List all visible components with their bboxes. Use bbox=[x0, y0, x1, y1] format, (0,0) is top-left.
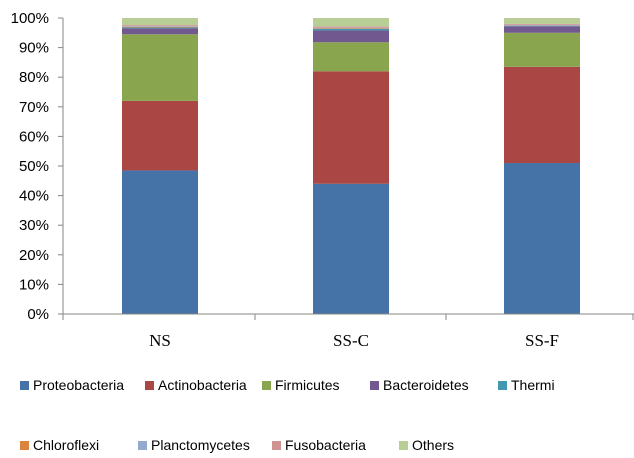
bar-segment-bacteroidetes bbox=[504, 26, 580, 33]
legend-label: Others bbox=[412, 437, 454, 453]
legend-swatch bbox=[498, 381, 507, 390]
bar-segment-fusobacteria bbox=[313, 26, 389, 28]
bar-segment-firmicutes bbox=[122, 34, 198, 101]
bar-segment-planctomycetes bbox=[122, 26, 198, 27]
legend-swatch bbox=[145, 381, 154, 390]
bar-segment-firmicutes bbox=[313, 42, 389, 72]
bar-segment-proteobacteria bbox=[504, 163, 580, 314]
legend-item-thermi: Thermi bbox=[498, 377, 555, 393]
legend-item-bacteroidetes: Bacteroidetes bbox=[370, 377, 469, 393]
legend-swatch bbox=[20, 381, 29, 390]
bar-segment-bacteroidetes bbox=[122, 28, 198, 35]
bar-segment-others bbox=[313, 18, 389, 27]
legend-item-planctomycetes: Planctomycetes bbox=[138, 437, 250, 453]
legend-label: Bacteroidetes bbox=[383, 377, 469, 393]
bar-segment-fusobacteria bbox=[504, 23, 580, 25]
legend-label: Chloroflexi bbox=[33, 437, 99, 453]
bar-segment-fusobacteria bbox=[122, 25, 198, 27]
y-tick-label: 90% bbox=[19, 40, 49, 57]
x-axis: NS SS-C SS-F bbox=[62, 313, 634, 350]
x-tick-label: SS-F bbox=[525, 331, 559, 350]
legend-swatch bbox=[262, 381, 271, 390]
bar-segment-proteobacteria bbox=[313, 183, 389, 314]
legend-label: Thermi bbox=[511, 377, 555, 393]
legend-swatch bbox=[20, 441, 29, 450]
y-tick-label: 0% bbox=[27, 306, 49, 323]
legend-swatch bbox=[272, 441, 281, 450]
legend-swatch bbox=[399, 441, 408, 450]
bar-stack-ss-f bbox=[504, 18, 580, 314]
y-tick-label: 10% bbox=[19, 276, 49, 293]
legend-item-firmicutes: Firmicutes bbox=[262, 377, 340, 393]
bar-stacks bbox=[122, 18, 580, 314]
bar-segment-bacteroidetes bbox=[313, 30, 389, 43]
bar-segment-planctomycetes bbox=[313, 27, 389, 29]
legend-item-proteobacteria: Proteobacteria bbox=[20, 377, 124, 393]
legend-label: Proteobacteria bbox=[33, 377, 124, 393]
y-tick-label: 60% bbox=[19, 128, 49, 145]
y-tick-label: 40% bbox=[19, 188, 49, 205]
bar-segment-others bbox=[122, 18, 198, 26]
bar-segment-others bbox=[504, 18, 580, 24]
bar-segment-actinobacteria bbox=[504, 66, 580, 164]
legend-swatch bbox=[370, 381, 379, 390]
bar-segment-thermi bbox=[313, 28, 389, 31]
y-tick-label: 80% bbox=[19, 69, 49, 86]
bar-segment-thermi bbox=[122, 27, 198, 29]
bar-segment-proteobacteria bbox=[122, 170, 198, 314]
bar-segment-planctomycetes bbox=[504, 24, 580, 26]
x-tick-label: SS-C bbox=[333, 331, 369, 350]
x-tick-label: NS bbox=[149, 331, 171, 350]
y-tick-label: 100% bbox=[11, 10, 49, 27]
bar-segment-chloroflexi bbox=[122, 26, 198, 28]
legend-item-others: Others bbox=[399, 437, 454, 453]
y-tick-label: 20% bbox=[19, 247, 49, 264]
y-tick-label: 30% bbox=[19, 217, 49, 234]
legend-swatch bbox=[138, 441, 147, 450]
y-axis: 0% 10% 20% 30% 40% 50% 60% 70% 80% 90% 100% bbox=[11, 10, 64, 323]
legend-label: Actinobacteria bbox=[158, 377, 247, 393]
bar-segment-actinobacteria bbox=[122, 100, 198, 171]
y-tick-label: 50% bbox=[19, 158, 49, 175]
bar-segment-chloroflexi bbox=[313, 28, 389, 29]
legend-label: Planctomycetes bbox=[151, 437, 250, 453]
legend-item-fusobacteria: Fusobacteria bbox=[272, 437, 366, 453]
legend-label: Fusobacteria bbox=[285, 437, 366, 453]
legend-item-chloroflexi: Chloroflexi bbox=[20, 437, 99, 453]
bar-segment-firmicutes bbox=[504, 32, 580, 67]
legend: Proteobacteria Actinobacteria Firmicutes Ba… bbox=[20, 377, 555, 453]
bar-stack-ss-c bbox=[313, 18, 389, 314]
legend-label: Firmicutes bbox=[275, 377, 340, 393]
bar-segment-thermi bbox=[504, 25, 580, 27]
bar-segment-actinobacteria bbox=[313, 71, 389, 184]
bar-stack-ns bbox=[122, 18, 198, 314]
legend-item-actinobacteria: Actinobacteria bbox=[145, 377, 247, 393]
y-tick-label: 70% bbox=[19, 99, 49, 116]
